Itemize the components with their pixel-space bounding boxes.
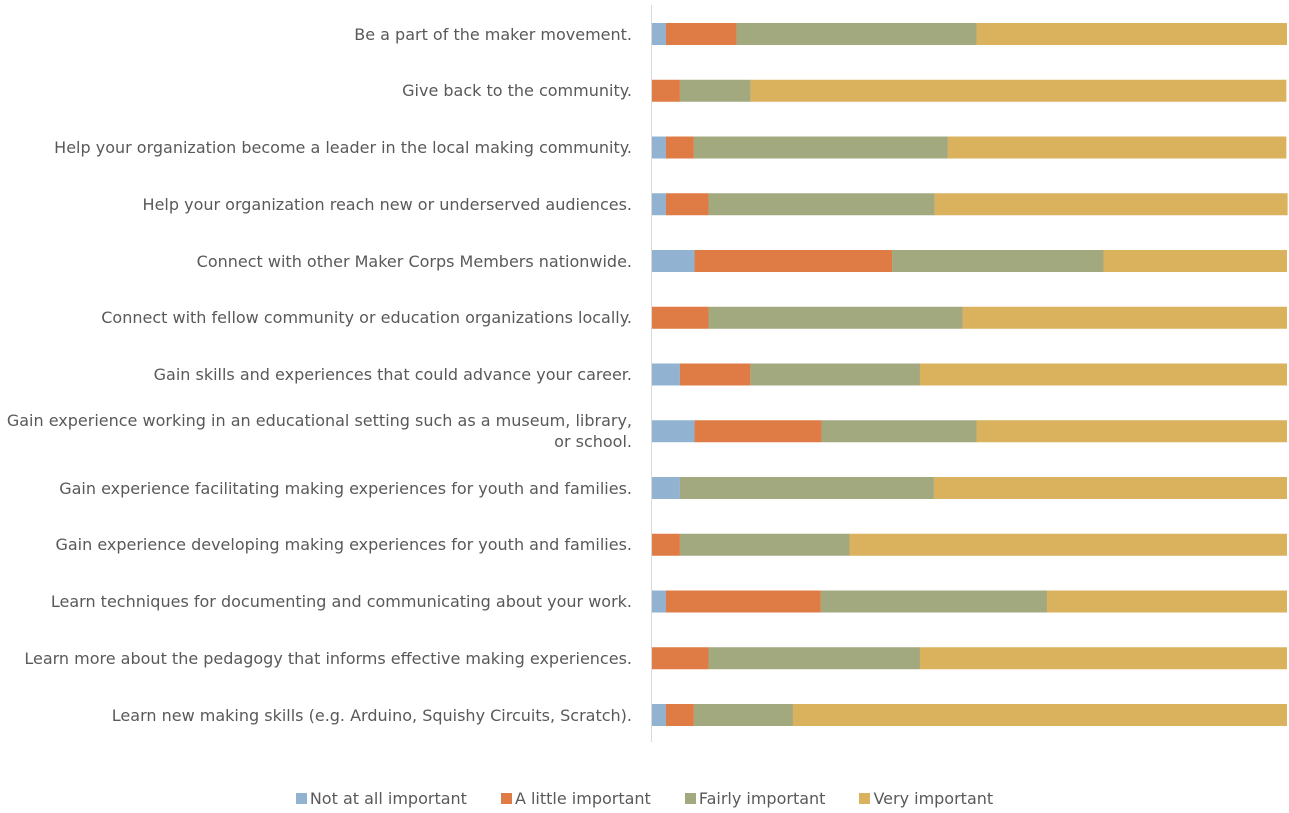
bar-segment	[679, 477, 934, 499]
category-label: Gain skills and experiences that could a…	[0, 347, 632, 403]
category-label-text: Gain experience working in an educationa…	[6, 411, 632, 452]
category-label: Help your organization become a leader i…	[0, 120, 632, 176]
bar-segment	[679, 363, 751, 386]
bar-segment	[947, 136, 1287, 159]
bar-segment	[708, 306, 963, 329]
bar-segment	[693, 136, 948, 159]
bar-segment	[652, 590, 666, 613]
category-label-text: Help your organization become a leader i…	[54, 138, 632, 157]
bar-segment	[652, 23, 666, 45]
bar-segment	[652, 420, 695, 443]
category-label-text: Gain skills and experiences that could a…	[153, 365, 632, 384]
category-label-text: Learn more about the pedagogy that infor…	[24, 648, 632, 668]
category-label: Learn more about the pedagogy that infor…	[0, 630, 632, 686]
bar-segment	[820, 590, 1047, 613]
legend-label: Very important	[873, 789, 994, 808]
bar-segment	[919, 647, 1287, 670]
category-label-text: Connect with other Maker Corps Members n…	[196, 251, 632, 271]
bar-segment	[976, 23, 1287, 45]
bar-segment	[679, 79, 751, 102]
category-label: Connect with fellow community or educati…	[0, 290, 632, 346]
legend: Not at all important A little important Fa…	[0, 789, 1289, 808]
bar-segment	[976, 420, 1287, 443]
legend-swatch	[859, 793, 871, 804]
bar-segment	[652, 250, 695, 272]
bar-segment	[933, 477, 1287, 499]
category-label: Gain experience working in an educationa…	[0, 403, 632, 459]
category-label: Gain experience facilitating making expe…	[0, 460, 632, 516]
bar-segment	[694, 250, 893, 272]
category-label-text: Give back to the community.	[402, 81, 632, 101]
bar-segment	[652, 533, 680, 556]
bar-segment	[694, 420, 822, 443]
category-label-text: Be a part of the maker movement.	[354, 24, 632, 44]
category-label: Gain experience developing making experi…	[0, 517, 632, 573]
legend-label: Not at all important	[309, 789, 467, 808]
legend-swatch	[500, 793, 512, 804]
legend-item: A little important	[500, 789, 651, 808]
category-label-text: Gain experience developing making experi…	[55, 535, 632, 555]
legend-label: A little important	[514, 789, 651, 808]
bar-segment	[693, 704, 793, 726]
category-label-text: Learn techniques for documenting and com…	[50, 592, 632, 611]
category-label-text: Gain experience facilitating making expe…	[59, 478, 632, 498]
bar-segment	[708, 193, 935, 216]
bar-segment	[892, 250, 1104, 272]
bar-segment	[708, 647, 920, 670]
bar-segment	[736, 23, 977, 45]
bar-segment	[665, 590, 821, 613]
bar-segment	[962, 306, 1287, 329]
bar-segment	[665, 136, 694, 159]
bar-segment	[1103, 250, 1287, 272]
bar-segment	[652, 136, 666, 159]
category-label: Learn techniques for documenting and com…	[0, 574, 632, 630]
category-label-text: Connect with fellow community or educati…	[101, 308, 632, 328]
category-label: Learn new making skills (e.g. Arduino, S…	[0, 687, 632, 743]
bar-segment	[821, 420, 977, 443]
bar-segment	[652, 363, 680, 386]
category-label-text: Help your organization reach new or unde…	[142, 194, 632, 214]
category-label: Give back to the community.	[0, 63, 632, 119]
bar-segment	[665, 23, 737, 45]
bar-segment	[652, 306, 709, 329]
bar-segment	[679, 533, 850, 556]
category-label: Help your organization reach new or unde…	[0, 176, 632, 232]
bar-segment	[750, 79, 1287, 102]
bar-segment	[652, 704, 666, 726]
bar-segment	[750, 363, 920, 386]
legend-swatch	[295, 793, 307, 804]
bar-segment	[652, 193, 666, 216]
bar-segment	[652, 79, 680, 102]
legend-label: Fairly important	[698, 789, 826, 808]
bar-segment	[652, 477, 680, 499]
category-label-text: Learn new making skills (e.g. Arduino, S…	[111, 705, 632, 725]
legend-swatch	[684, 793, 696, 804]
bar-segment	[792, 704, 1287, 726]
bar-segment	[652, 647, 709, 670]
legend-item: Not at all important	[295, 789, 467, 808]
category-label: Be a part of the maker movement.	[0, 6, 632, 62]
category-label: Connect with other Maker Corps Members n…	[0, 233, 632, 289]
legend-item: Very important	[859, 789, 993, 808]
bar-segment	[665, 193, 709, 216]
bar-segment	[665, 704, 694, 726]
bar-segment	[934, 193, 1288, 216]
plot-area	[651, 5, 1288, 742]
bar-segment	[849, 533, 1287, 556]
bar-segment	[1046, 590, 1287, 613]
bar-segment	[919, 363, 1287, 386]
legend-item: Fairly important	[684, 789, 826, 808]
